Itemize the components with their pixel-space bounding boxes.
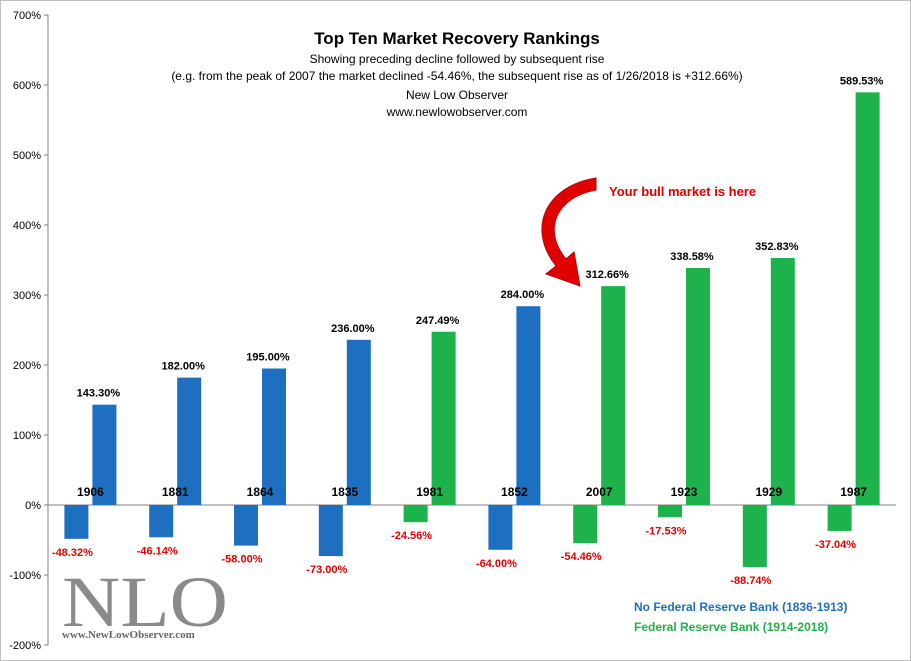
- rise-label-1923: 338.58%: [670, 251, 714, 263]
- year-label-2007: 2007: [586, 485, 613, 499]
- year-label-1835: 1835: [331, 485, 358, 499]
- decline-bar-1835: [318, 505, 343, 557]
- decline-label-1864: -58.00%: [222, 554, 263, 566]
- bull-market-arrow-icon: [541, 177, 597, 287]
- chart-subtitle-line-3: New Low Observer: [406, 88, 508, 102]
- rise-bar-1929: [770, 258, 795, 505]
- rise-bar-1835: [346, 339, 371, 505]
- bars: [64, 92, 880, 568]
- decline-label-1852: -64.00%: [476, 558, 517, 570]
- y-tick-label: 700%: [13, 10, 41, 22]
- decline-bar-1864: [234, 505, 258, 546]
- year-label-1923: 1923: [671, 485, 698, 499]
- decline-label-1906: -48.32%: [52, 547, 93, 559]
- decline-label-1929: -88.74%: [730, 575, 771, 587]
- decline-label-1881: -46.14%: [137, 545, 178, 557]
- year-label-1881: 1881: [162, 485, 189, 499]
- year-label-1906: 1906: [77, 485, 104, 499]
- chart-subtitle-line-4: www.newlowobserver.com: [386, 105, 528, 119]
- rise-bar-1852: [516, 306, 541, 505]
- y-tick-label: -200%: [9, 640, 41, 652]
- rise-label-1929: 352.83%: [755, 241, 799, 253]
- rise-label-1852: 284.00%: [501, 289, 545, 301]
- y-tick-label: 300%: [13, 290, 41, 302]
- rise-bar-1987: [855, 92, 880, 505]
- bull-market-callout: Your bull market is here: [609, 184, 756, 199]
- decline-label-2007: -54.46%: [561, 551, 602, 563]
- rise-label-1881: 182.00%: [161, 361, 205, 373]
- decline-bar-2007: [573, 505, 598, 544]
- year-label-1987: 1987: [840, 485, 867, 499]
- decline-bar-1981: [403, 505, 428, 523]
- rise-label-1987: 589.53%: [840, 75, 884, 87]
- decline-bar-1881: [149, 505, 174, 538]
- rise-bar-2007: [601, 286, 626, 505]
- y-tick-label: 500%: [13, 150, 41, 162]
- rise-label-1864: 195.00%: [246, 352, 290, 364]
- decline-bar-1923: [658, 505, 682, 518]
- watermark-url: www.NewLowObserver.com: [62, 629, 195, 641]
- chart-subtitle-line-2: (e.g. from the peak of 2007 the market d…: [171, 69, 742, 83]
- rise-label-1835: 236.00%: [331, 323, 375, 335]
- chart-subtitle-line-1: Showing preceding decline followed by su…: [310, 52, 605, 66]
- rise-bar-1906: [92, 404, 117, 505]
- chart-title: Top Ten Market Recovery Rankings: [314, 29, 600, 48]
- rise-bar-1864: [262, 368, 286, 505]
- data-labels: 143.30% -48.32% 1906 182.00% -46.14% 1881 195.…: [52, 75, 884, 587]
- y-tick-label: 100%: [13, 430, 41, 442]
- rise-bar-1881: [177, 377, 202, 505]
- decline-bar-1852: [488, 505, 513, 550]
- rise-bar-1981: [431, 331, 456, 505]
- year-label-1929: 1929: [755, 485, 782, 499]
- y-tick-label: -100%: [9, 570, 41, 582]
- decline-label-1981: -24.56%: [391, 530, 432, 542]
- y-tick-label: 0%: [25, 500, 41, 512]
- rise-bar-1923: [686, 267, 710, 505]
- decline-bar-1987: [827, 505, 852, 531]
- legend-no-fed: No Federal Reserve Bank (1836-1913): [634, 600, 847, 614]
- rise-label-1906: 143.30%: [77, 388, 121, 400]
- year-label-1852: 1852: [501, 485, 528, 499]
- decline-bar-1929: [742, 505, 767, 568]
- decline-label-1923: -17.53%: [646, 525, 687, 537]
- y-tick-label: 400%: [13, 220, 41, 232]
- year-label-1864: 1864: [247, 485, 274, 499]
- legend-fed: Federal Reserve Bank (1914-2018): [634, 620, 828, 634]
- nlo-logo-watermark: NLO: [62, 562, 228, 642]
- year-label-1981: 1981: [416, 485, 443, 499]
- rise-label-2007: 312.66%: [585, 269, 629, 281]
- y-tick-label: 200%: [13, 360, 41, 372]
- decline-bar-1906: [64, 505, 89, 539]
- rise-label-1981: 247.49%: [416, 315, 460, 327]
- y-tick-label: 600%: [13, 80, 41, 92]
- decline-label-1987: -37.04%: [815, 539, 856, 551]
- decline-label-1835: -73.00%: [306, 564, 347, 576]
